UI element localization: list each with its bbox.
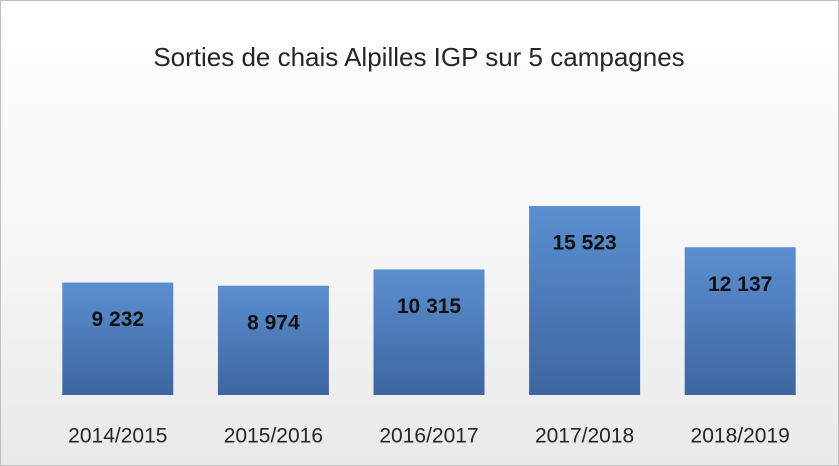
x-tick-label: 2017/2018: [535, 425, 634, 448]
bar: [684, 247, 796, 395]
data-label: 15 523: [552, 232, 616, 255]
x-tick-label: 2018/2019: [691, 425, 790, 448]
x-tick-label: 2015/2016: [224, 425, 323, 448]
data-label: 10 315: [397, 295, 462, 318]
bar: [217, 285, 329, 395]
x-tick-label: 2016/2017: [379, 425, 478, 448]
bar: [529, 206, 641, 395]
data-label: 12 137: [708, 273, 772, 296]
bar: [373, 269, 485, 395]
bar: [62, 282, 174, 395]
data-label: 9 232: [92, 308, 145, 331]
chart-title: Sorties de chais Alpilles IGP sur 5 camp…: [153, 42, 685, 72]
x-tick-label: 2014/2015: [68, 425, 167, 448]
data-label: 8 974: [247, 311, 300, 334]
